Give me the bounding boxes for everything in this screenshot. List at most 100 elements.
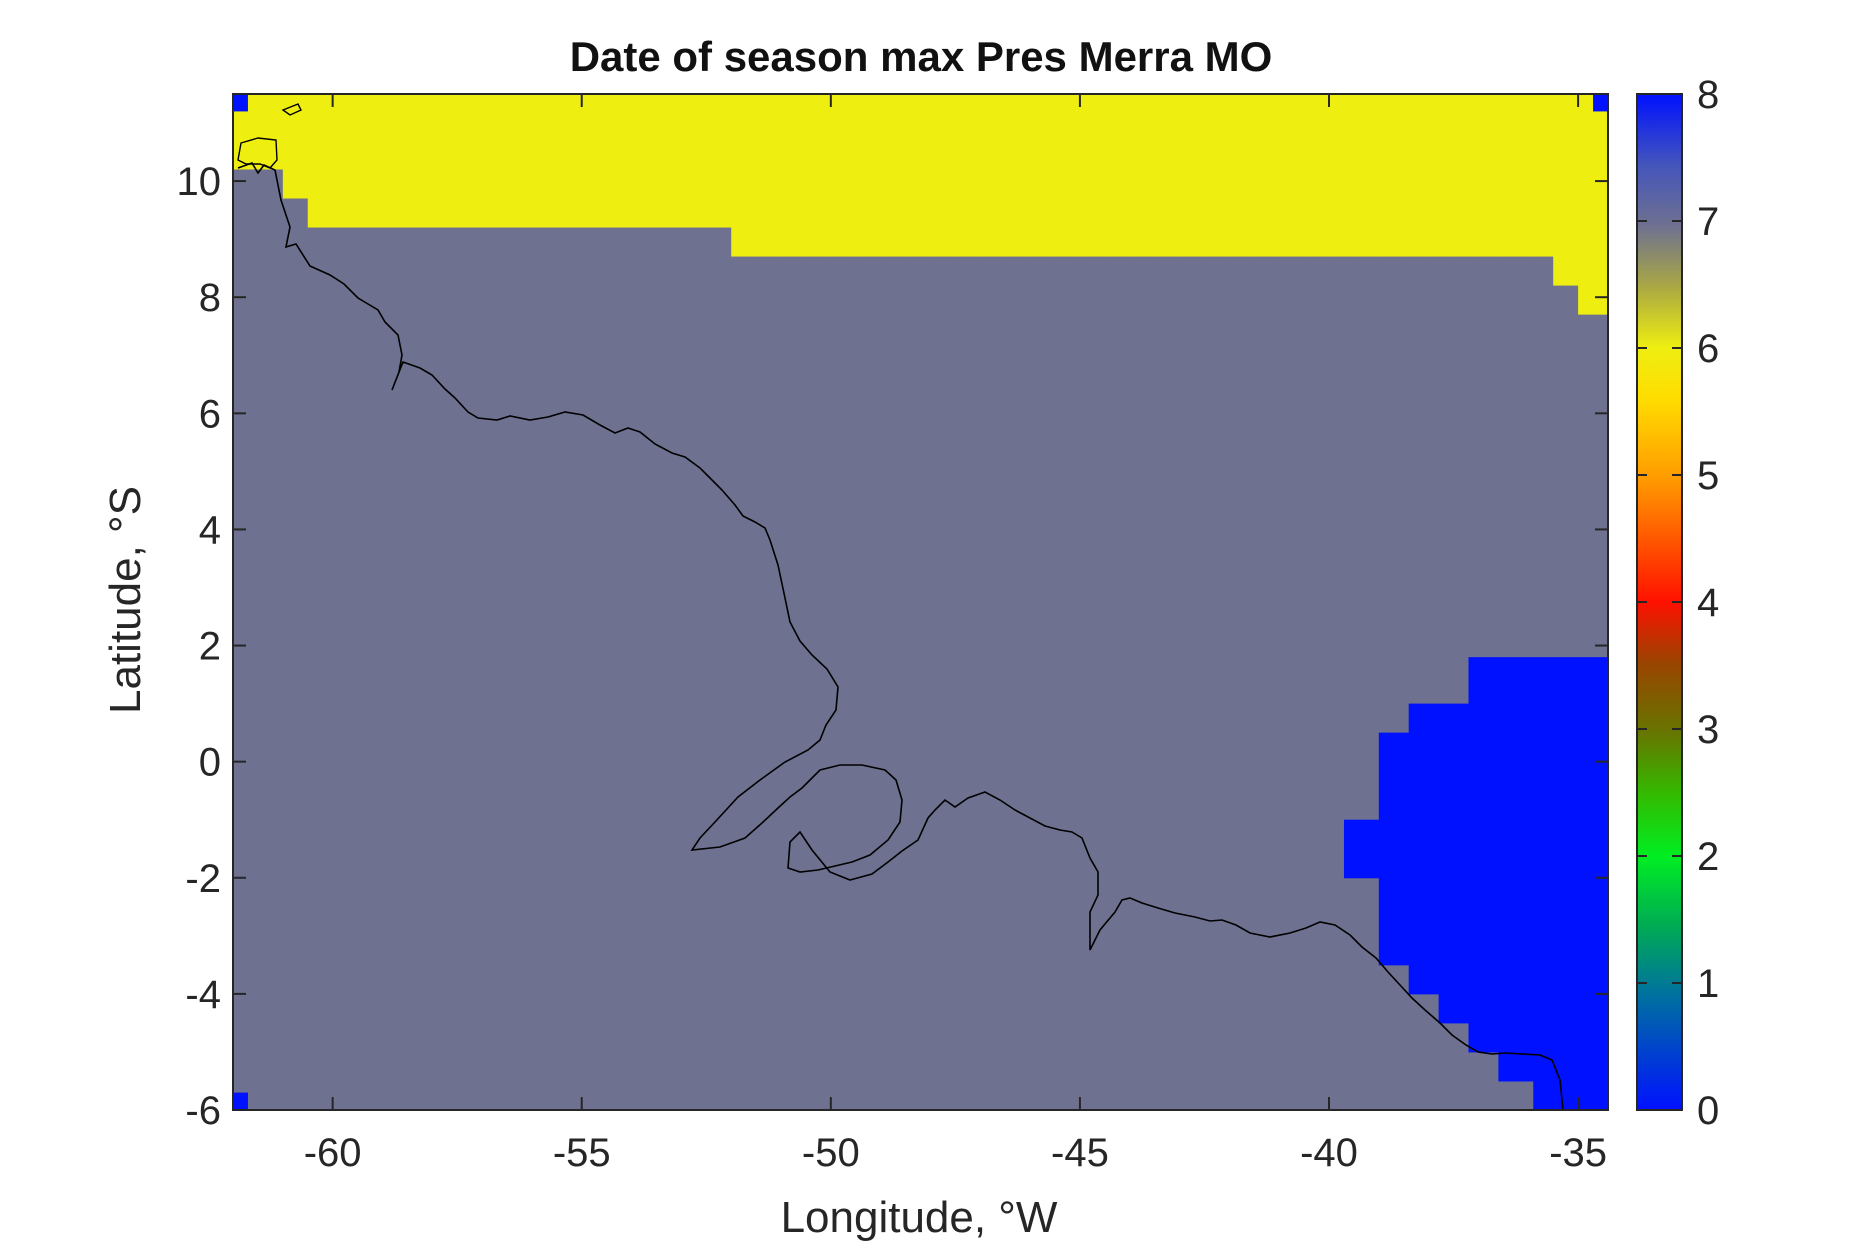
y-axis-ticks: -6 -4 -2 0 2 4 6 8 10 [177,160,1608,1133]
heatmap-cell-southeast [1468,1022,1608,1053]
heatmap-cell-north [1403,94,1430,257]
heatmap-cell-north [1129,94,1156,257]
plot-area: -60 -55 -50 -45 -40 -35 -6 -4 -2 0 2 4 6 8 10 [177,93,1609,1175]
heatmap-cell-north [955,94,981,257]
heatmap-cell-north [1578,94,1604,315]
y-tick-label: 0 [199,741,221,785]
heatmap-cell-north [756,94,782,257]
heatmap-cell-north [1528,94,1554,257]
coastline [237,162,1564,1111]
heatmap-cell-southeast [1468,674,1608,705]
heatmap-cell-north [1204,94,1230,257]
heatmap-cell-north [1005,94,1031,257]
plot-frame [232,93,1609,1111]
colorbar-tick-label: 0 [1697,1089,1719,1133]
x-tick-label: -35 [1549,1131,1607,1175]
heatmap-cell-north [1279,94,1305,257]
x-tick-label: -50 [802,1131,860,1175]
island [237,103,302,169]
y-tick-label: 2 [199,625,221,669]
heatmap-cell-north [482,94,508,228]
heatmap-cell-north [1329,94,1355,257]
y-tick-label: 6 [199,392,221,436]
heatmap-corner-cell [233,94,248,112]
heatmap-cell-north [1030,94,1056,257]
heatmap-cell-north [631,94,657,228]
heatmap-cell-north [1453,94,1479,257]
heatmap-cell-southeast [1378,935,1608,966]
heatmap-cell-southeast [1533,1080,1608,1111]
heatmap-cell-north [656,94,682,228]
colorbar-tick-label: 3 [1697,708,1719,752]
heatmap-cell-southeast [1378,790,1608,821]
heatmap-cell-north [1378,94,1405,257]
heatmap-cell-north [257,94,284,170]
heatmap-cell-north [1254,94,1280,257]
heatmap-cell-north [507,94,533,228]
heatmap-cell-southeast [1378,732,1608,763]
y-tick-label: 4 [199,508,221,552]
heatmap-cell-north [457,94,483,228]
heatmap-cell-north [781,94,807,257]
colorbar-ticks: 0 1 2 3 4 5 6 7 8 [1637,73,1719,1133]
colorbar-tick-label: 2 [1697,835,1719,879]
colorbar-tick-label: 1 [1697,962,1719,1006]
heatmap-cell-north [357,94,383,228]
heatmap-cell-southeast [1408,964,1608,995]
heatmap-cell-southeast [1378,761,1608,792]
heatmap-cell-southeast [1378,906,1608,937]
heatmap-cell-north [930,94,956,257]
heatmap-cell-north [905,94,931,257]
heatmap-cell-north [1179,94,1205,257]
heatmap-cell-southeast [1498,1051,1608,1082]
x-axis-ticks: -60 -55 -50 -45 -40 -35 [304,94,1607,1175]
y-axis-label: Latitude, °S [101,486,150,714]
x-tick-label: -55 [553,1131,611,1175]
heatmap-cell-north [880,94,907,257]
heatmap-cell-north [1229,94,1255,257]
heatmap-corner-cell [1593,94,1608,112]
heatmap-cell-north [830,94,857,257]
colorbar-tick-label: 8 [1697,73,1719,117]
heatmap-cell-north [980,94,1006,257]
y-tick-label: -2 [185,857,221,901]
colorbar-tick-label: 4 [1697,581,1719,625]
heatmap-cell-southeast [1438,993,1608,1024]
heatmap-cell-north [1104,94,1131,257]
x-tick-label: -45 [1051,1131,1109,1175]
heatmap-cell-southeast [1378,877,1608,908]
heatmap-cell-north [606,94,633,228]
heatmap-cell-north [307,94,334,228]
y-tick-label: -6 [185,1089,221,1133]
heatmap-cell-north [731,94,757,257]
colorbar-tick-label: 6 [1697,327,1719,371]
heatmap-cell-north [1603,94,1609,315]
heatmap-cell-north [1428,94,1455,257]
heatmap-cell-north [1079,94,1106,257]
heatmap-cell-north [1478,94,1504,257]
y-tick-label: -4 [185,973,221,1017]
heatmap-cell-north [407,94,433,228]
y-tick-label: 8 [199,276,221,320]
heatmap-cell-north [531,94,558,228]
x-tick-label: -40 [1300,1131,1358,1175]
heatmap-cell-north [432,94,458,228]
heatmap-cell-north [1503,94,1529,257]
heatmap-corner-cell [233,1092,248,1110]
heatmap-cell-north [1055,94,1081,257]
heatmap-cell-southeast [1408,703,1608,734]
colorbar-tick-label: 5 [1697,454,1719,498]
data-cells [233,94,1609,1111]
heatmap-cell-north [1353,94,1380,257]
x-tick-label: -60 [304,1131,362,1175]
heatmap-cell-north [1304,94,1330,257]
heatmap-cell-north [855,94,882,257]
heatmap-cell-southeast [1343,819,1608,850]
chart-title: Date of season max Pres Merra MO [570,33,1273,80]
y-tick-label: 10 [177,160,222,204]
heatmap-cell-north [681,94,707,228]
heatmap-cell-north [805,94,832,257]
heatmap-cell-southeast [1468,657,1608,676]
heatmap-cell-north [332,94,359,228]
